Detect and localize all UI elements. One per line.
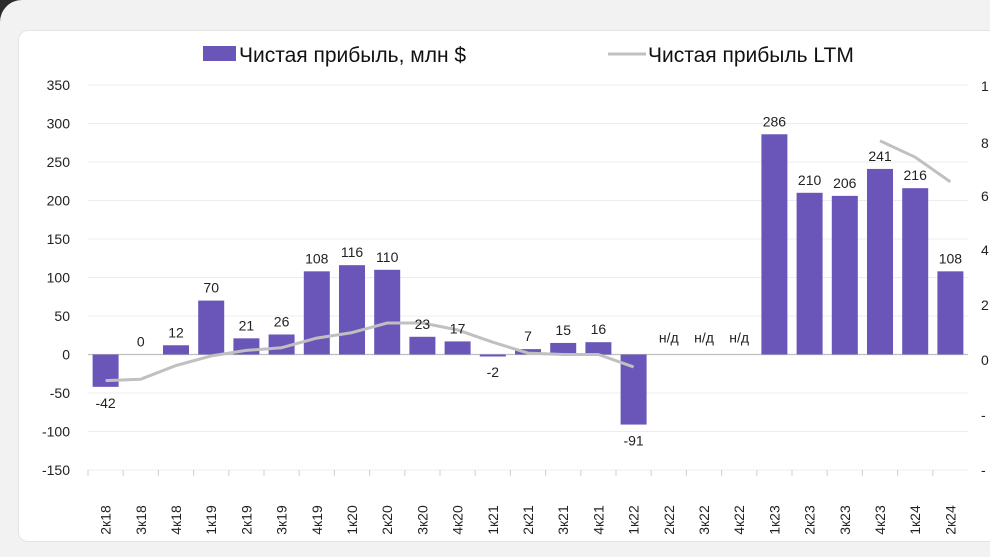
bar <box>198 300 225 355</box>
bar <box>796 192 823 355</box>
bar <box>374 269 401 355</box>
y-tick-label: 50 <box>54 308 70 324</box>
data-label: 206 <box>833 175 857 191</box>
data-label: н/д <box>729 330 749 346</box>
y-tick-label: 300 <box>47 116 71 132</box>
data-label: 15 <box>555 322 571 338</box>
data-label: 23 <box>415 316 431 332</box>
x-tick-label: 3к22 <box>696 505 712 535</box>
data-label: 241 <box>868 148 892 164</box>
bar <box>550 342 577 355</box>
y2-tick-label: 1 <box>981 78 989 94</box>
bar <box>585 342 612 355</box>
y-tick-label: 100 <box>47 270 71 286</box>
x-tick-label: 1к24 <box>907 505 923 535</box>
x-tick-label: 2к18 <box>98 505 114 535</box>
data-label: 286 <box>763 113 787 129</box>
x-tick-label: 1к19 <box>203 505 219 535</box>
data-label: н/д <box>659 330 679 346</box>
data-label: -2 <box>487 364 500 380</box>
bar <box>409 336 436 355</box>
bar <box>937 271 964 355</box>
y2-tick-label: 0 <box>981 352 989 368</box>
x-tick-label: 4к18 <box>168 505 184 535</box>
bar <box>444 341 471 355</box>
y2-tick-label: 6 <box>981 188 989 204</box>
bar <box>902 188 929 355</box>
y-axis: 350 300 250 200 150 100 50 0 -50 -100 -150 <box>42 77 70 478</box>
x-tick-label: 3к19 <box>274 505 290 535</box>
x-axis: 2к18 3к18 4к18 1к19 2к19 3к19 4к19 1к20 2к20 3к20… <box>87 470 958 535</box>
x-tick-label: 1к20 <box>344 505 360 535</box>
x-tick-label: 4к21 <box>590 505 606 535</box>
legend-label-bars: Чистая прибыль, млн $ <box>239 44 466 67</box>
x-tick-label: 4к23 <box>872 505 888 535</box>
data-label: 210 <box>798 172 822 188</box>
data-label: 70 <box>203 280 219 296</box>
y2-tick-label: - <box>981 462 986 478</box>
y-tick-label: 250 <box>47 154 71 170</box>
y-tick-label: 200 <box>47 193 71 209</box>
labels-layer: -42 0 12 70 21 26 108 116 110 23 17 -2 7 15 16 -91 н/д н/… <box>95 113 962 448</box>
data-label: н/д <box>694 330 714 346</box>
data-label: 21 <box>239 317 255 333</box>
y2-tick-label: - <box>981 407 986 423</box>
x-tick-label: 2к19 <box>238 505 254 535</box>
y2-tick-label: 4 <box>981 242 989 258</box>
y-tick-label: -100 <box>42 424 70 440</box>
legend: Чистая прибыль, млн $ Чистая прибыль LTM <box>203 44 854 67</box>
bar <box>831 195 858 355</box>
y-tick-label: -150 <box>42 462 70 478</box>
legend-swatch-bars <box>203 46 236 61</box>
data-label: 110 <box>376 249 399 265</box>
x-tick-label: 2к21 <box>520 505 536 535</box>
bar <box>867 168 893 355</box>
y-tick-label: 0 <box>62 347 70 363</box>
data-label: 0 <box>137 334 145 350</box>
line-layer <box>105 139 952 383</box>
data-label: 108 <box>939 250 963 266</box>
data-label: 26 <box>274 313 290 329</box>
chart-card <box>18 30 990 542</box>
data-label: 7 <box>524 328 532 344</box>
x-tick-label: 4к22 <box>731 505 747 535</box>
x-tick-label: 2к20 <box>379 505 395 535</box>
x-tick-label: 1к21 <box>485 505 501 535</box>
x-tick-label: 1к22 <box>626 505 642 535</box>
x-tick-label: 4к20 <box>450 505 466 535</box>
x-tick-label: 3к23 <box>837 505 853 535</box>
data-label: 12 <box>168 324 184 340</box>
y-tick-label: -50 <box>50 385 70 401</box>
bar <box>339 265 365 355</box>
data-label: 216 <box>904 167 928 183</box>
y2-tick-label: 8 <box>981 135 989 151</box>
bar <box>163 345 189 355</box>
y2-tick-label: 2 <box>981 297 989 313</box>
x-tick-label: 3к21 <box>555 505 571 535</box>
y-tick-label: 150 <box>47 231 71 247</box>
ltm-line-segment <box>879 139 952 184</box>
data-label: -42 <box>95 395 115 411</box>
legend-label-line: Чистая прибыль LTM <box>648 44 854 67</box>
data-label: 16 <box>591 321 607 337</box>
x-tick-label: 1к23 <box>766 505 782 535</box>
bar <box>479 354 506 357</box>
x-tick-label: 2к22 <box>661 505 677 535</box>
x-tick-label: 3к20 <box>414 505 430 535</box>
x-tick-label: 2к23 <box>802 505 818 535</box>
x-tick-label: 3к18 <box>133 505 149 535</box>
ltm-line-segment <box>105 321 635 383</box>
x-tick-label: 2к24 <box>942 505 958 535</box>
y-tick-label: 350 <box>47 77 71 93</box>
data-label: -91 <box>623 433 643 449</box>
bar <box>92 354 119 387</box>
bar <box>761 134 788 355</box>
y2-axis: 1 8 6 4 2 0 - - <box>981 78 989 478</box>
data-label: 108 <box>305 250 329 266</box>
data-label: 17 <box>450 320 466 336</box>
data-label: 116 <box>341 244 364 260</box>
x-tick-label: 4к19 <box>309 505 325 535</box>
